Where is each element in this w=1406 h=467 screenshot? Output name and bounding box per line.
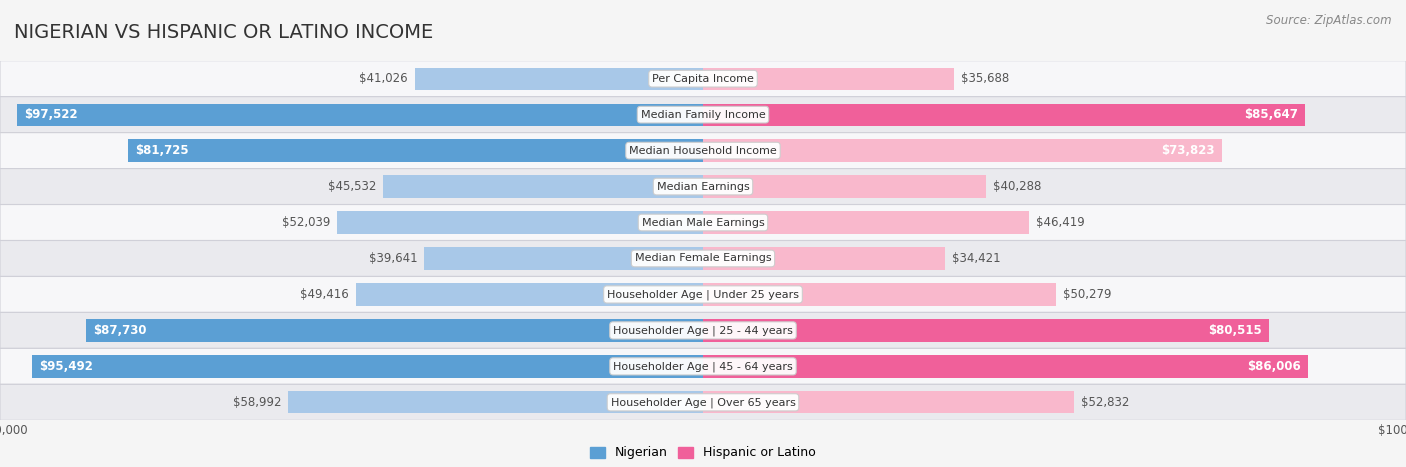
FancyBboxPatch shape [0,241,1406,276]
Bar [703,68,953,90]
Text: $97,522: $97,522 [24,108,79,121]
FancyBboxPatch shape [0,384,1406,420]
Bar [703,248,945,269]
FancyBboxPatch shape [0,348,1406,384]
Bar [703,391,1074,413]
FancyBboxPatch shape [0,276,1406,312]
Text: $73,823: $73,823 [1161,144,1215,157]
Bar [703,319,1270,341]
Text: $39,641: $39,641 [368,252,418,265]
Text: Median Female Earnings: Median Female Earnings [634,254,772,263]
Text: Median Earnings: Median Earnings [657,182,749,191]
Text: $34,421: $34,421 [952,252,1001,265]
FancyBboxPatch shape [0,133,1406,169]
Text: Median Household Income: Median Household Income [628,146,778,156]
FancyBboxPatch shape [0,312,1406,348]
Text: Householder Age | Under 25 years: Householder Age | Under 25 years [607,289,799,300]
Text: $95,492: $95,492 [39,360,93,373]
Bar [703,140,1222,162]
Text: $41,026: $41,026 [359,72,408,85]
Text: Householder Age | Over 65 years: Householder Age | Over 65 years [610,397,796,408]
FancyBboxPatch shape [0,97,1406,133]
Text: $80,515: $80,515 [1208,324,1263,337]
Legend: Nigerian, Hispanic or Latino: Nigerian, Hispanic or Latino [585,441,821,464]
Bar [703,176,986,198]
Text: $40,288: $40,288 [993,180,1042,193]
Bar [382,176,703,198]
Text: $50,279: $50,279 [1063,288,1112,301]
Text: Householder Age | 45 - 64 years: Householder Age | 45 - 64 years [613,361,793,372]
Text: $81,725: $81,725 [135,144,190,157]
Bar [128,140,703,162]
Text: NIGERIAN VS HISPANIC OR LATINO INCOME: NIGERIAN VS HISPANIC OR LATINO INCOME [14,23,433,42]
Text: $35,688: $35,688 [960,72,1010,85]
Text: $46,419: $46,419 [1036,216,1085,229]
Text: $58,992: $58,992 [233,396,281,409]
Bar [17,104,703,126]
FancyBboxPatch shape [0,169,1406,205]
Text: Median Male Earnings: Median Male Earnings [641,218,765,227]
Bar [415,68,703,90]
Text: Median Family Income: Median Family Income [641,110,765,120]
Text: $49,416: $49,416 [299,288,349,301]
FancyBboxPatch shape [0,61,1406,97]
Text: $86,006: $86,006 [1247,360,1301,373]
Bar [288,391,703,413]
Text: Householder Age | 25 - 44 years: Householder Age | 25 - 44 years [613,325,793,336]
FancyBboxPatch shape [0,205,1406,241]
Text: $85,647: $85,647 [1244,108,1298,121]
Text: Per Capita Income: Per Capita Income [652,74,754,84]
Bar [703,283,1056,305]
Bar [356,283,703,305]
Bar [337,212,703,234]
Bar [703,355,1308,377]
Text: $52,039: $52,039 [281,216,330,229]
Text: $87,730: $87,730 [93,324,146,337]
Bar [703,104,1305,126]
Text: $52,832: $52,832 [1081,396,1130,409]
Bar [703,212,1029,234]
Text: Source: ZipAtlas.com: Source: ZipAtlas.com [1267,14,1392,27]
Text: $45,532: $45,532 [328,180,375,193]
Bar [32,355,703,377]
Bar [86,319,703,341]
Bar [425,248,703,269]
